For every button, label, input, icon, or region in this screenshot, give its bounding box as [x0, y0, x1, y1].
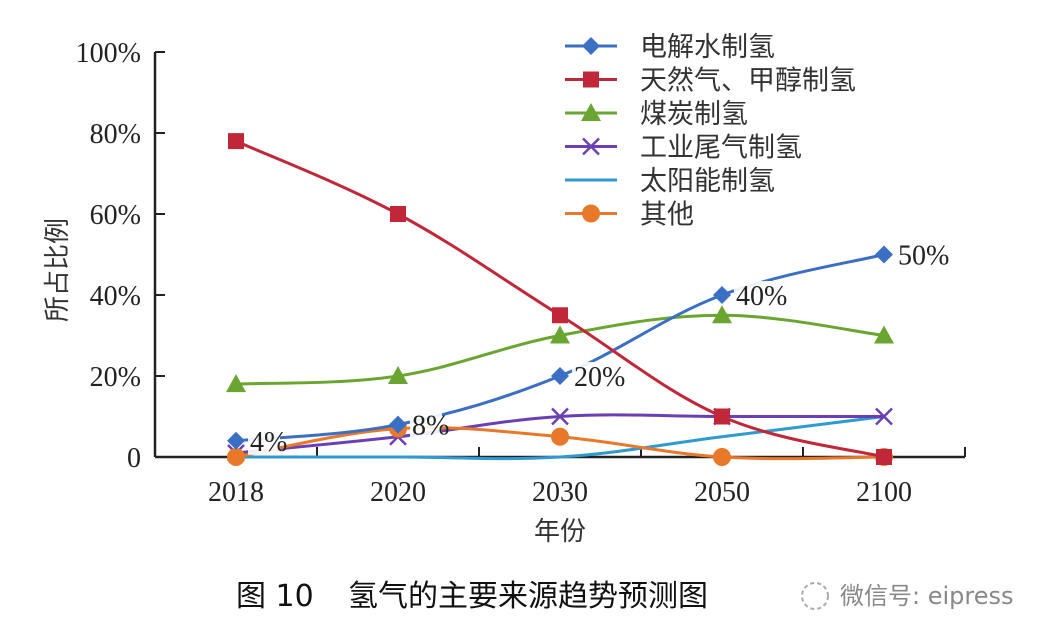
legend-marker — [582, 204, 600, 223]
data-point — [227, 431, 245, 450]
data-label-bg — [572, 362, 618, 390]
data-point — [550, 325, 570, 344]
x-tick-label: 2020 — [370, 477, 426, 508]
y-axis-title: 所占比例 — [43, 218, 73, 322]
y-tick-label: 20% — [90, 362, 141, 393]
x-marker-stroke — [551, 407, 569, 426]
data-point — [552, 307, 568, 324]
y-tick-label: 40% — [90, 281, 141, 312]
data-point — [390, 206, 406, 222]
legend-item: 煤炭制氢 — [565, 99, 748, 130]
figure-caption: 氢气的主要来源趋势预测图 — [348, 579, 708, 614]
data-point — [713, 286, 731, 304]
data-label: 40% — [736, 281, 787, 312]
data-label-bg — [734, 281, 780, 309]
axes: 0 20% 40% 60% 80% 100% 2018 2020 2030 2050 2100 — [76, 38, 966, 508]
legend-label: 工业尾气制氢 — [640, 133, 802, 164]
data-label: 8% — [412, 411, 449, 442]
legend-label: 其他 — [640, 200, 694, 231]
x-axis-title: 年份 — [534, 517, 586, 547]
data-point — [389, 415, 407, 434]
legend-label: 煤炭制氢 — [640, 99, 748, 130]
legend-item: 其他 — [565, 200, 694, 231]
data-label-bg — [248, 426, 280, 455]
data-point — [226, 374, 246, 393]
x-tick-label: 2030 — [532, 477, 588, 508]
legend-marker — [582, 37, 600, 55]
data-point — [551, 407, 569, 426]
data-point — [713, 448, 731, 466]
data-point — [875, 407, 893, 426]
legend-item: 太阳能制氢 — [565, 166, 775, 197]
figure-number: 图 10 — [236, 579, 314, 614]
series-1 — [228, 133, 892, 465]
data-point — [874, 325, 894, 344]
data-point — [551, 367, 569, 385]
legend-label: 太阳能制氢 — [640, 166, 775, 197]
series-4 — [235, 415, 885, 461]
data-label: 4% — [250, 427, 287, 458]
x-tick-label: 2018 — [208, 477, 264, 508]
data-label-bg — [896, 240, 942, 269]
data-point — [227, 448, 245, 466]
data-point — [875, 245, 893, 264]
legend-item: 天然气、甲醇制氢 — [565, 66, 856, 97]
x-marker-stroke — [582, 137, 600, 156]
data-point — [712, 305, 732, 324]
y-tick-label: 0 — [127, 443, 141, 474]
data-point — [228, 133, 244, 150]
data-point — [714, 408, 730, 425]
data-label: 50% — [898, 241, 949, 272]
legend-label: 天然气、甲醇制氢 — [640, 66, 856, 97]
data-labels: 4% 8% 20% 40% 50% — [248, 240, 949, 458]
x-marker-stroke — [875, 407, 893, 426]
y-tick-label: 80% — [90, 119, 141, 150]
data-point — [388, 366, 408, 384]
legend-marker — [581, 103, 601, 121]
legend-marker — [583, 71, 599, 88]
x-tick-label: 2100 — [856, 477, 912, 508]
watermark: 微信号: eipress — [840, 582, 1014, 610]
series-layer — [226, 133, 894, 466]
series-line — [235, 415, 885, 461]
legend-label: 电解水制氢 — [640, 32, 775, 63]
series-0 — [227, 245, 893, 450]
legend-item: 工业尾气制氢 — [565, 133, 802, 164]
data-label-bg — [410, 410, 442, 439]
data-point — [876, 449, 892, 465]
wechat-icon — [801, 582, 829, 610]
legend-item: 电解水制氢 — [565, 32, 775, 63]
x-tick-label: 2050 — [694, 477, 750, 508]
data-label: 20% — [574, 362, 625, 393]
data-point — [551, 427, 569, 446]
legend-marker — [582, 137, 600, 156]
y-tick-label: 60% — [90, 200, 141, 231]
y-tick-label: 100% — [76, 38, 141, 69]
series-2 — [226, 305, 894, 393]
